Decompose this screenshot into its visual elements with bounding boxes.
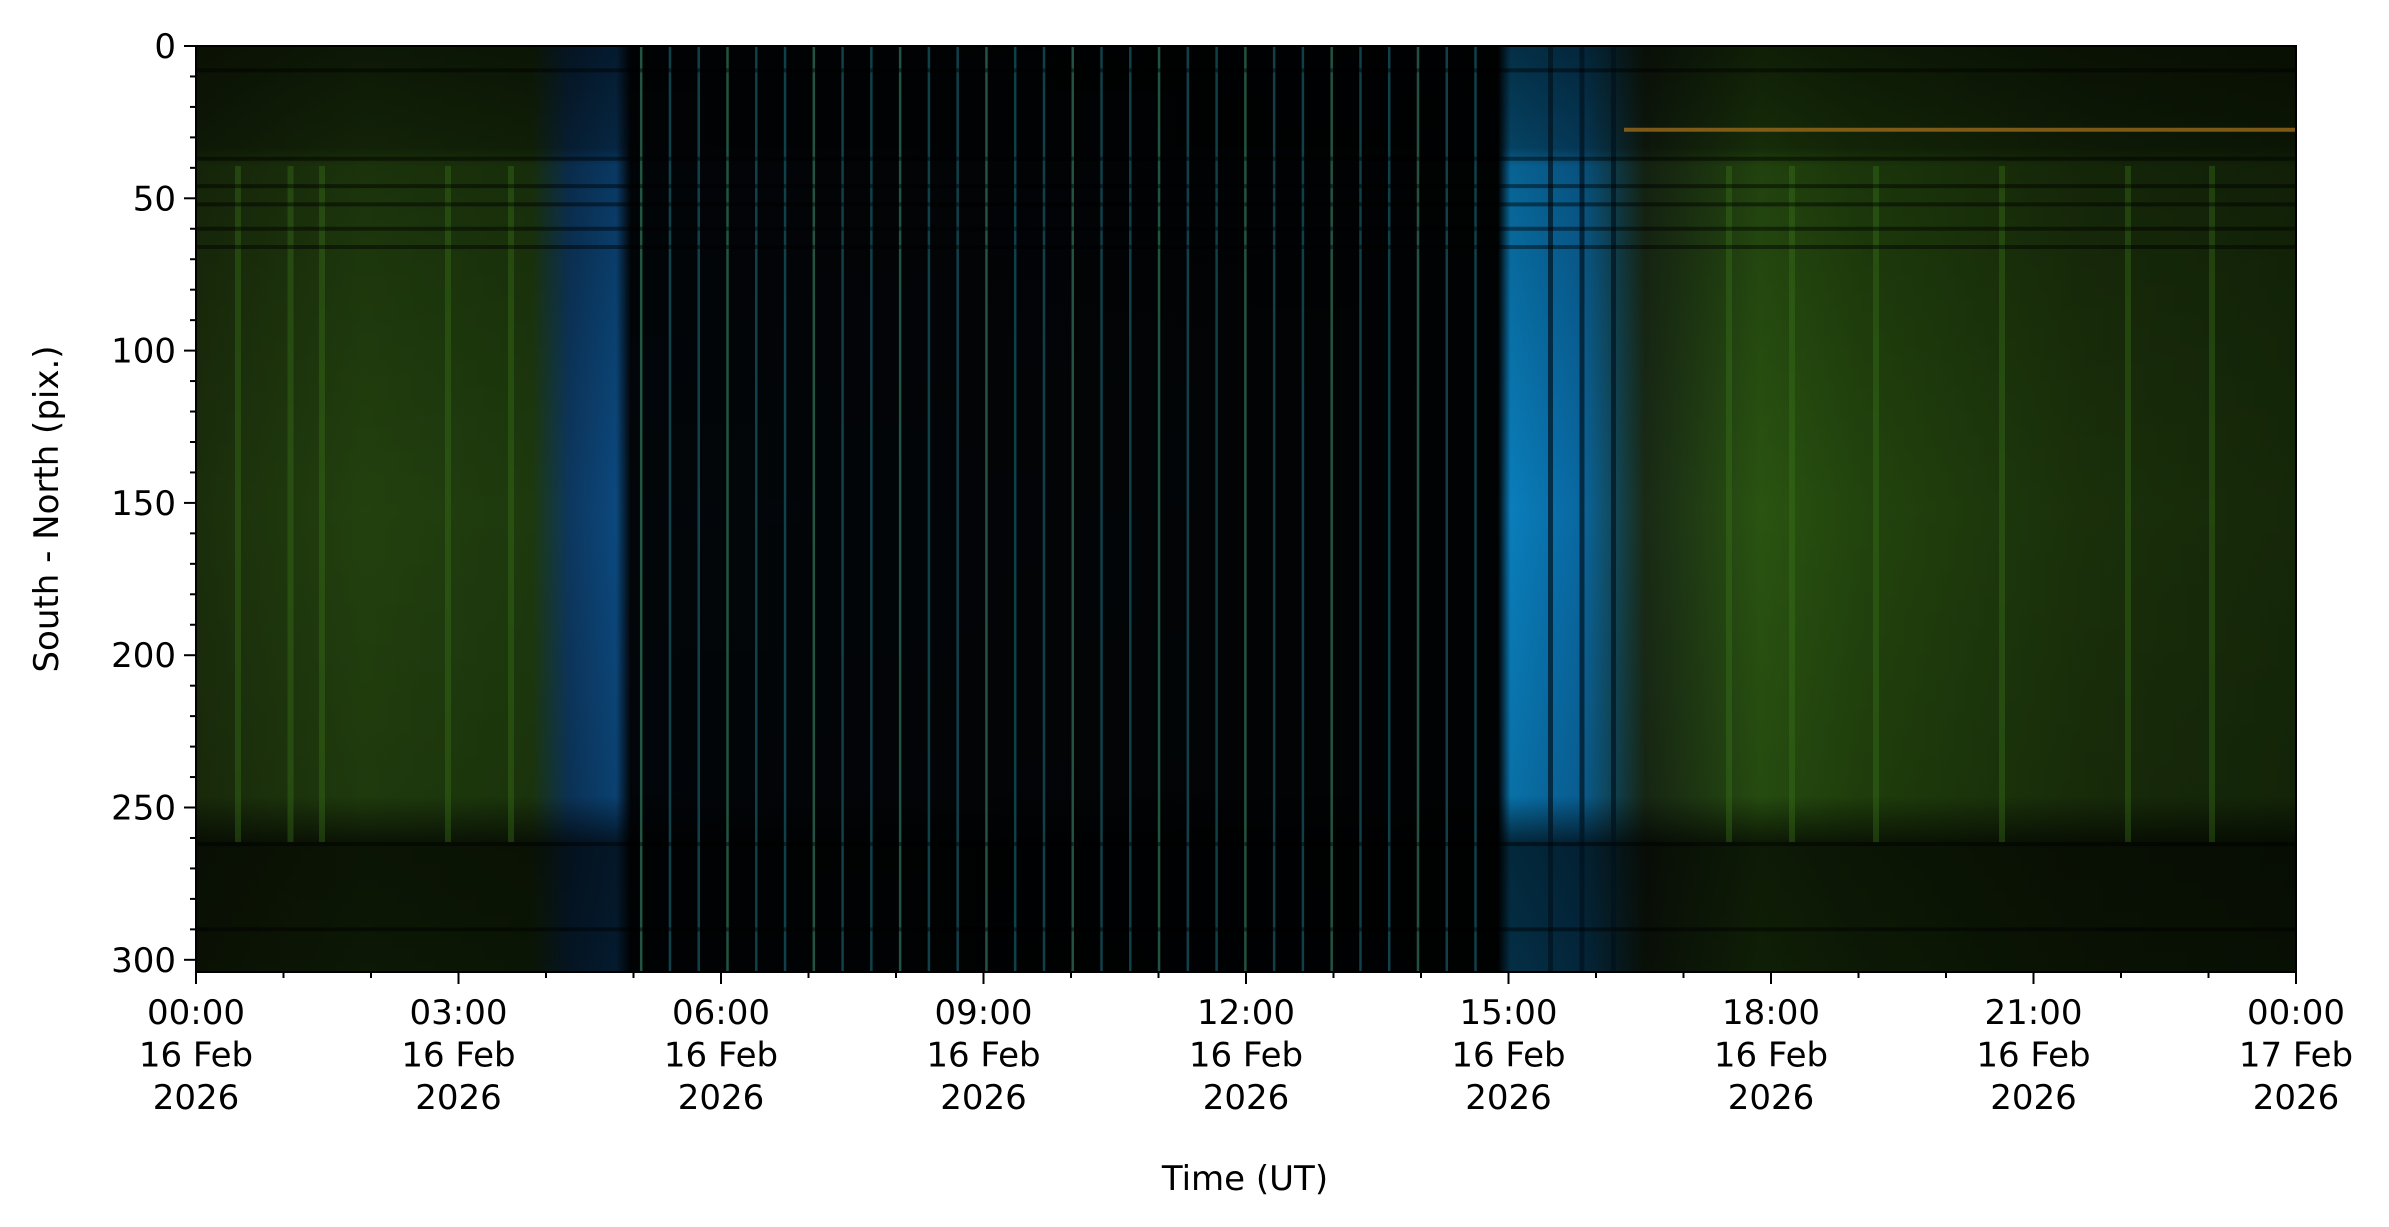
keogram-image — [196, 46, 2296, 972]
y-tick-label: 0 — [154, 27, 176, 67]
y-tick-label: 300 — [111, 941, 176, 981]
x-tick-label: 00:00 16 Feb 2026 — [139, 993, 253, 1118]
x-tick-label: 00:00 17 Feb 2026 — [2239, 993, 2353, 1118]
y-tick-label: 200 — [111, 636, 176, 676]
x-axis-label: Time (UT) — [1161, 1159, 1328, 1199]
x-tick-label: 06:00 16 Feb 2026 — [664, 993, 778, 1118]
x-tick-label: 21:00 16 Feb 2026 — [1976, 993, 2090, 1118]
x-tick-label: 09:00 16 Feb 2026 — [926, 993, 1040, 1118]
x-tick-label: 12:00 16 Feb 2026 — [1189, 993, 1303, 1118]
x-tick-label: 15:00 16 Feb 2026 — [1451, 993, 1565, 1118]
x-tick-label: 18:00 16 Feb 2026 — [1714, 993, 1828, 1118]
y-tick-label: 100 — [111, 332, 176, 372]
y-axis-label: South - North (pix.) — [27, 345, 67, 672]
y-tick-label: 50 — [133, 179, 176, 219]
y-tick-label: 150 — [111, 484, 176, 524]
x-tick-label: 03:00 16 Feb 2026 — [401, 993, 515, 1118]
y-tick-label: 250 — [111, 789, 176, 829]
